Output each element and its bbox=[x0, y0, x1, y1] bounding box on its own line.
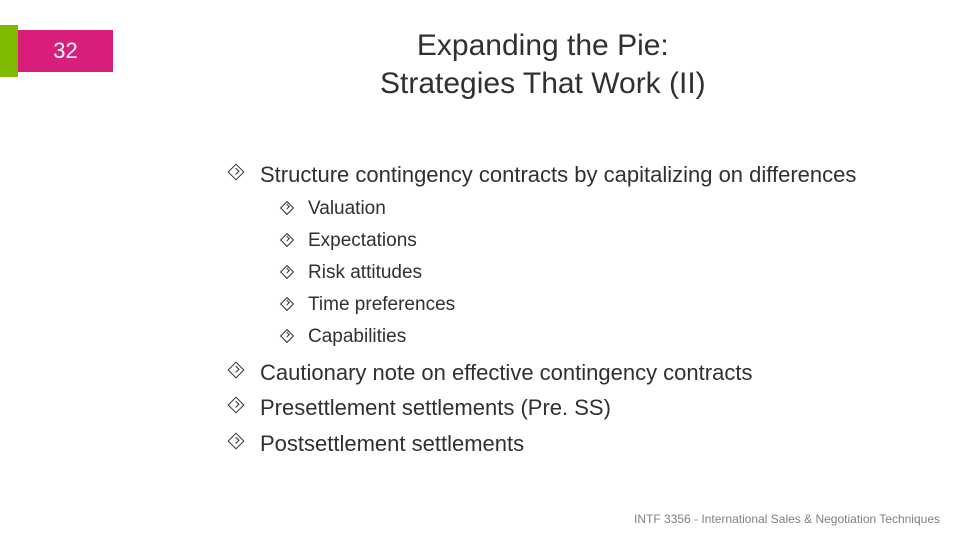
diamond-bullet-icon bbox=[228, 433, 245, 450]
bullet-text: Structure contingency contracts by capit… bbox=[260, 160, 856, 190]
bullet-sub-text: Time preferences bbox=[308, 294, 455, 316]
title-line-1: Expanding the Pie: bbox=[417, 29, 669, 62]
bullet-text: Presettlement settlements (Pre. SS) bbox=[260, 393, 611, 423]
bullet-sub: Valuation bbox=[282, 198, 930, 220]
diamond-bullet-icon bbox=[228, 164, 245, 181]
bullet-sub-text: Capabilities bbox=[308, 326, 406, 348]
slide-content: Structure contingency contracts by capit… bbox=[230, 160, 930, 465]
bullet-sub: Capabilities bbox=[282, 326, 930, 348]
bullet-sub-text: Valuation bbox=[308, 198, 386, 220]
diamond-bullet-icon bbox=[280, 233, 294, 247]
diamond-bullet-icon bbox=[280, 297, 294, 311]
slide-title: Expanding the Pie: Strategies That Work … bbox=[380, 27, 706, 102]
page-number: 32 bbox=[18, 30, 113, 72]
title-line-2: Strategies That Work (II) bbox=[380, 67, 706, 100]
bullet-main: Structure contingency contracts by capit… bbox=[230, 160, 930, 190]
bullet-sub: Risk attitudes bbox=[282, 262, 930, 284]
footer-text: INTF 3356 - International Sales & Negoti… bbox=[634, 512, 940, 526]
diamond-bullet-icon bbox=[280, 201, 294, 215]
bullet-main: Postsettlement settlements bbox=[230, 429, 930, 459]
accent-bar bbox=[0, 25, 18, 77]
sub-bullet-group: Valuation Expectations Risk attitudes Ti… bbox=[230, 198, 930, 348]
bullet-sub-text: Expectations bbox=[308, 230, 417, 252]
bullet-text: Postsettlement settlements bbox=[260, 429, 524, 459]
bullet-sub-text: Risk attitudes bbox=[308, 262, 422, 284]
bullet-text: Cautionary note on effective contingency… bbox=[260, 358, 752, 388]
diamond-bullet-icon bbox=[228, 397, 245, 414]
bullet-sub: Time preferences bbox=[282, 294, 930, 316]
diamond-bullet-icon bbox=[280, 329, 294, 343]
diamond-bullet-icon bbox=[280, 265, 294, 279]
diamond-bullet-icon bbox=[228, 361, 245, 378]
bullet-sub: Expectations bbox=[282, 230, 930, 252]
bullet-main: Presettlement settlements (Pre. SS) bbox=[230, 393, 930, 423]
bullet-main: Cautionary note on effective contingency… bbox=[230, 358, 930, 388]
